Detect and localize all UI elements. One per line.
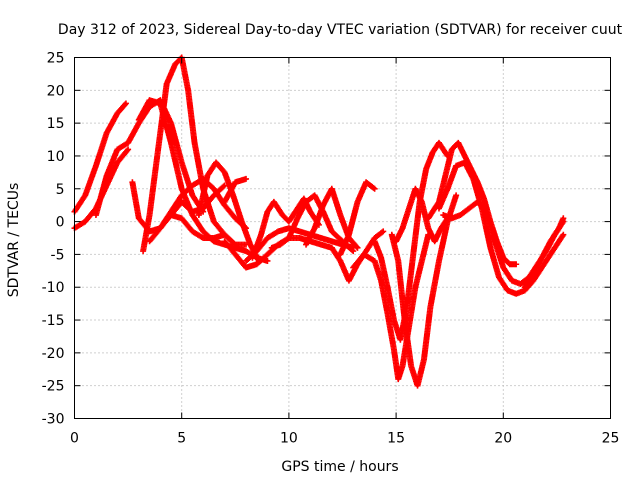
x-tick-label: 25 <box>602 431 620 447</box>
data-point <box>353 243 360 250</box>
plot-frame <box>74 57 611 419</box>
axes: 0 5 10 15 20 25 -30 -25 -20 -15 -10 -5 0 5 10 15 20 25 <box>42 51 620 447</box>
series-arc-20 <box>388 192 460 389</box>
y-tick-label: 0 <box>56 215 65 231</box>
series-arc-25 <box>521 215 567 291</box>
y-tick-label: 5 <box>56 182 65 198</box>
x-tick-label: 15 <box>387 431 405 447</box>
x-tick-label: 10 <box>280 431 298 447</box>
data-points <box>71 54 567 389</box>
y-axis-label: SDTVAR / TECUs <box>6 183 22 298</box>
y-tick-label: 25 <box>47 51 65 67</box>
data-point <box>354 244 361 251</box>
y-tick-label: -10 <box>42 280 65 296</box>
data-point <box>371 185 378 192</box>
y-tick-label: -5 <box>51 247 65 263</box>
data-point <box>380 228 387 235</box>
data-point <box>243 175 250 182</box>
data-point <box>124 147 131 154</box>
x-axis-label: GPS time / hours <box>281 459 398 475</box>
x-tick-label: 5 <box>177 431 186 447</box>
data-point <box>264 257 271 264</box>
data-point <box>125 146 132 153</box>
series-arc-1 <box>71 100 129 215</box>
y-tick-label: -25 <box>42 379 65 395</box>
data-point <box>220 183 227 190</box>
series-arc-10 <box>221 175 250 205</box>
x-tick-label: 0 <box>70 431 79 447</box>
chart-title: Day 312 of 2023, Sidereal Day-to-day VTE… <box>58 22 623 38</box>
data-point <box>453 192 460 199</box>
series-arc-13 <box>249 195 322 261</box>
data-point <box>122 101 129 108</box>
data-point <box>350 248 357 255</box>
series-arc-11 <box>221 235 335 271</box>
y-tick-label: 20 <box>47 83 65 99</box>
y-tick-label: 10 <box>47 149 65 165</box>
series-arc-17 <box>337 179 378 258</box>
series-arc-15 <box>303 185 361 251</box>
series-arc-23 <box>435 159 567 297</box>
series-arc-18 <box>350 231 432 383</box>
data-point <box>560 215 567 222</box>
y-tick-label: -20 <box>42 346 65 362</box>
data-point <box>349 247 356 254</box>
x-tick-label: 20 <box>494 431 512 447</box>
data-point <box>122 100 129 107</box>
y-tick-label: 15 <box>47 116 65 132</box>
series-arc-5 <box>140 54 250 255</box>
data-point <box>513 261 520 268</box>
data-point <box>560 231 567 238</box>
y-tick-label: -15 <box>42 313 65 329</box>
y-tick-label: -30 <box>42 412 65 428</box>
series-arc-6 <box>135 97 271 264</box>
